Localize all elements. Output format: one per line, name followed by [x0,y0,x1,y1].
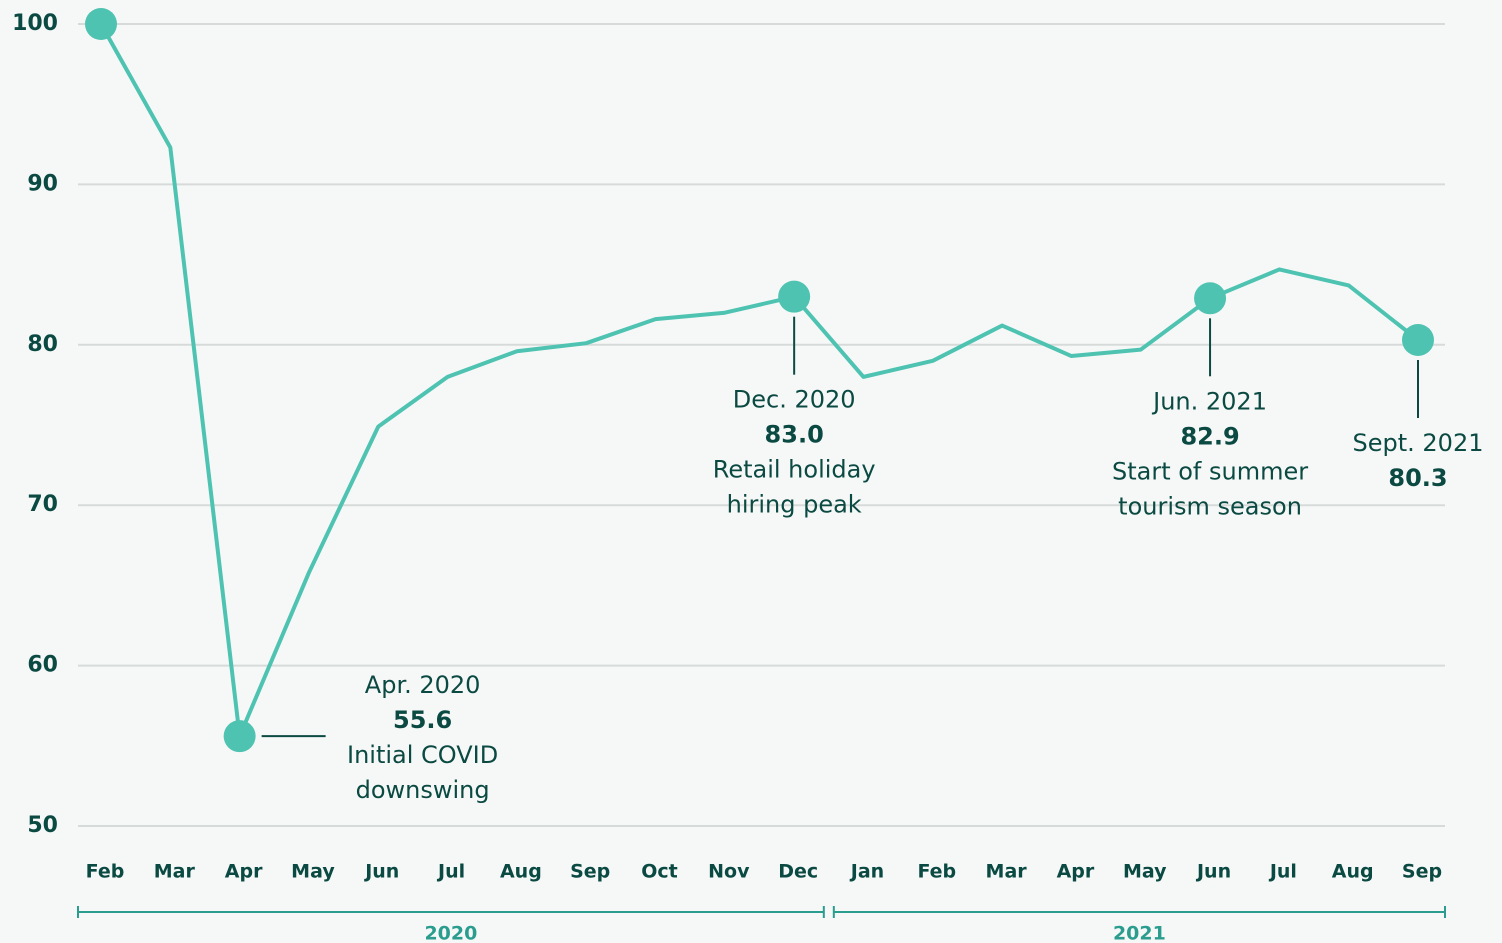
y-tick-label: 80 [27,332,58,357]
marker [85,8,117,40]
y-tick-label: 60 [27,653,58,678]
x-tick-label: Mar [154,861,196,883]
annotation-text: Dec. 2020 [733,386,856,414]
x-tick-label: Oct [641,861,678,883]
x-tick-label: May [291,861,335,883]
y-tick-label: 50 [27,813,58,838]
marker [778,280,811,313]
annotation-text: 55.6 [393,706,452,734]
y-tick-label: 90 [27,171,58,196]
line-series [99,23,1420,739]
x-tick-label: Aug [1332,861,1374,883]
group-label: 2020 [424,923,477,943]
annotation-text: downswing [356,776,490,804]
x-tick-label: Jul [1268,861,1297,883]
x-tick-label: Feb [917,861,956,883]
annotation-text: Jun. 2021 [1151,387,1267,415]
annotation-text: Apr. 2020 [365,671,481,699]
marker [223,720,256,753]
x-tick-label: Sep [570,861,610,883]
x-tick-label: Mar [986,861,1028,883]
y-tick-label: 70 [27,492,58,517]
y-tick-label: 100 [12,11,58,36]
x-tick-label: Jul [436,861,465,883]
x-tick-label: Jun [1195,861,1231,883]
marker [1194,282,1227,315]
annotation-text: Initial COVID [347,741,498,769]
marker [1402,323,1434,356]
x-tick-label: May [1123,861,1167,883]
annotation-text: Sept. 2021 [1353,429,1484,457]
x-tick-label: Jun [363,861,399,883]
x-tick-label: Nov [708,861,750,883]
annotation-text: 82.9 [1180,422,1239,450]
annotation-text: tourism season [1118,492,1302,520]
annotation-text: 80.3 [1388,464,1447,492]
x-tick-label: Apr [225,861,263,883]
annotation-text: 83.0 [765,421,824,449]
annotation-text: Start of summer [1112,457,1308,485]
x-tick-label: Dec [778,861,818,883]
x-tick-label: Aug [500,861,542,883]
x-tick-label: Sep [1402,861,1442,883]
annotation-text: hiring peak [727,491,862,519]
group-label: 2021 [1113,923,1166,943]
annotation-text: Retail holiday [713,456,876,484]
x-tick-label: Jan [849,861,884,883]
x-tick-label: Apr [1057,861,1095,883]
x-tick-label: Feb [86,861,125,883]
